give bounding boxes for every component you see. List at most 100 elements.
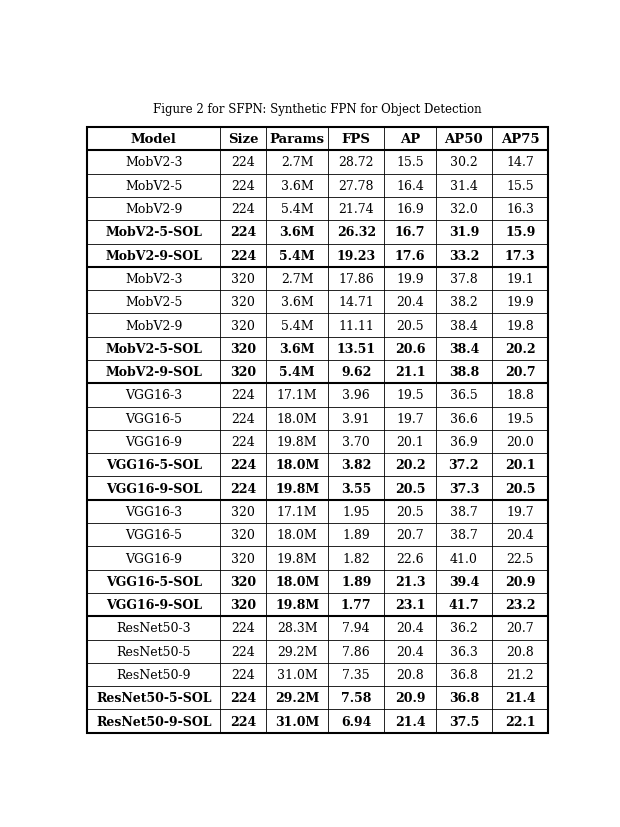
Text: 3.96: 3.96	[342, 389, 370, 402]
Text: 3.82: 3.82	[341, 459, 371, 471]
Text: 19.8M: 19.8M	[277, 436, 317, 448]
Text: AP75: AP75	[501, 133, 539, 146]
Text: 19.9: 19.9	[507, 296, 534, 309]
Text: VGG16-9-SOL: VGG16-9-SOL	[106, 599, 202, 611]
Text: 38.4: 38.4	[450, 319, 478, 332]
Text: 320: 320	[231, 552, 255, 565]
Text: 1.89: 1.89	[341, 575, 371, 588]
Text: 19.1: 19.1	[507, 273, 534, 285]
Text: 21.4: 21.4	[505, 691, 536, 705]
Text: 23.1: 23.1	[395, 599, 425, 611]
Text: 19.5: 19.5	[507, 412, 534, 425]
Text: VGG16-5-SOL: VGG16-5-SOL	[106, 459, 202, 471]
Text: 22.5: 22.5	[507, 552, 534, 565]
Text: 14.71: 14.71	[339, 296, 374, 309]
Text: 29.2M: 29.2M	[275, 691, 319, 705]
Text: 320: 320	[231, 505, 255, 519]
Text: 37.8: 37.8	[450, 273, 477, 285]
Text: 41.0: 41.0	[450, 552, 478, 565]
Text: VGG16-3: VGG16-3	[125, 389, 182, 402]
Text: 3.6M: 3.6M	[280, 342, 315, 356]
Text: MobV2-9: MobV2-9	[125, 319, 182, 332]
Text: 20.7: 20.7	[505, 366, 536, 379]
Text: 5.4M: 5.4M	[280, 366, 315, 379]
Text: 36.3: 36.3	[450, 645, 478, 658]
Text: 224: 224	[231, 389, 255, 402]
Text: 38.2: 38.2	[450, 296, 477, 309]
Text: 5.4M: 5.4M	[280, 250, 315, 262]
Text: VGG16-3: VGG16-3	[125, 505, 182, 519]
Text: 21.74: 21.74	[339, 203, 374, 216]
Text: ResNet50-9: ResNet50-9	[117, 668, 191, 681]
Text: 19.9: 19.9	[396, 273, 424, 285]
Text: 37.3: 37.3	[449, 482, 479, 495]
Text: 3.91: 3.91	[342, 412, 370, 425]
Text: 36.9: 36.9	[450, 436, 477, 448]
Text: 28.72: 28.72	[339, 156, 374, 170]
Text: 20.1: 20.1	[505, 459, 536, 471]
Text: 7.86: 7.86	[342, 645, 370, 658]
Text: FPS: FPS	[342, 133, 371, 146]
Text: 224: 224	[231, 645, 255, 658]
Text: 18.8: 18.8	[507, 389, 534, 402]
Text: 5.4M: 5.4M	[281, 319, 314, 332]
Text: 15.9: 15.9	[505, 226, 536, 239]
Text: 19.8M: 19.8M	[275, 599, 319, 611]
Text: VGG16-9: VGG16-9	[125, 552, 182, 565]
Text: 6.94: 6.94	[341, 715, 371, 728]
Text: 20.5: 20.5	[505, 482, 536, 495]
Text: 20.5: 20.5	[396, 319, 424, 332]
Text: 3.6M: 3.6M	[280, 226, 315, 239]
Text: AP: AP	[400, 133, 420, 146]
Text: 20.2: 20.2	[395, 459, 425, 471]
Text: 320: 320	[231, 342, 257, 356]
Text: 320: 320	[231, 528, 255, 542]
Text: 224: 224	[230, 226, 257, 239]
Text: 1.82: 1.82	[342, 552, 370, 565]
Text: 224: 224	[231, 622, 255, 634]
Text: 20.5: 20.5	[395, 482, 425, 495]
Text: 20.5: 20.5	[396, 505, 424, 519]
Text: 20.9: 20.9	[395, 691, 425, 705]
Text: ResNet50-5: ResNet50-5	[117, 645, 191, 658]
Text: 31.0M: 31.0M	[277, 668, 317, 681]
Text: 9.62: 9.62	[341, 366, 371, 379]
Text: 3.70: 3.70	[342, 436, 370, 448]
Text: 224: 224	[230, 250, 257, 262]
Text: VGG16-9-SOL: VGG16-9-SOL	[106, 482, 202, 495]
Text: 1.95: 1.95	[342, 505, 370, 519]
Text: 224: 224	[231, 668, 255, 681]
Text: 37.2: 37.2	[449, 459, 479, 471]
Text: 19.8M: 19.8M	[277, 552, 317, 565]
Text: 21.4: 21.4	[395, 715, 425, 728]
Text: Model: Model	[131, 133, 177, 146]
Text: 32.0: 32.0	[450, 203, 477, 216]
Text: 38.4: 38.4	[449, 342, 479, 356]
Text: 20.1: 20.1	[396, 436, 424, 448]
Text: 17.1M: 17.1M	[277, 505, 317, 519]
Text: 18.0M: 18.0M	[275, 459, 319, 471]
Text: 20.4: 20.4	[396, 645, 424, 658]
Text: 16.7: 16.7	[395, 226, 425, 239]
Text: 20.6: 20.6	[395, 342, 425, 356]
Text: 38.7: 38.7	[450, 528, 477, 542]
Text: Params: Params	[270, 133, 325, 146]
Text: MobV2-5: MobV2-5	[125, 296, 182, 309]
Text: 36.8: 36.8	[450, 668, 478, 681]
Text: 22.1: 22.1	[505, 715, 536, 728]
Text: 36.6: 36.6	[450, 412, 478, 425]
Text: VGG16-5-SOL: VGG16-5-SOL	[106, 575, 202, 588]
Text: MobV2-5-SOL: MobV2-5-SOL	[105, 226, 202, 239]
Text: 7.94: 7.94	[342, 622, 370, 634]
Text: 20.8: 20.8	[396, 668, 424, 681]
Text: 20.0: 20.0	[507, 436, 534, 448]
Text: 18.0M: 18.0M	[275, 575, 319, 588]
Text: 3.55: 3.55	[341, 482, 371, 495]
Text: 20.4: 20.4	[396, 296, 424, 309]
Text: 224: 224	[230, 482, 257, 495]
Text: MobV2-5-SOL: MobV2-5-SOL	[105, 342, 202, 356]
Text: MobV2-5: MobV2-5	[125, 179, 182, 193]
Text: VGG16-9: VGG16-9	[125, 436, 182, 448]
Text: 15.5: 15.5	[396, 156, 424, 170]
Text: 14.7: 14.7	[507, 156, 534, 170]
